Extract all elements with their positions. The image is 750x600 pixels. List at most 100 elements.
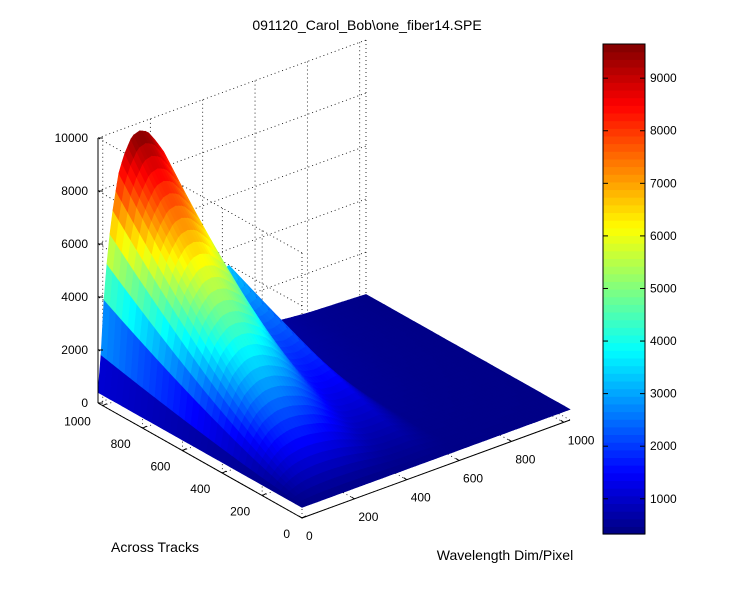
colorbar: 1000 2000 3000 4000 5000 6000 7000 8000 9000 [602,43,677,535]
colorbar-swatch [603,319,645,328]
z-tick-label: 4000 [61,290,88,304]
colorbar-swatch [603,266,645,275]
x-tick-label: 1000 [568,433,595,447]
colorbar-swatch [603,457,645,466]
colorbar-swatch [603,350,645,359]
colorbar-swatch [603,449,645,459]
colorbar-swatch [603,342,645,351]
colorbar-swatch [603,327,645,336]
colorbar-swatch [603,243,645,252]
colorbar-swatch [603,89,645,99]
colorbar-swatch [603,44,645,53]
axes [97,137,571,519]
colorbar-swatch [603,82,645,91]
y-tick-label: 0 [283,527,290,541]
colorbar-swatch [603,488,645,497]
surface-patch [560,405,571,411]
colorbar-tick-label: 1000 [650,492,677,506]
z-tick-label: 2000 [61,343,88,357]
colorbar-swatch [603,227,645,237]
x-axis [301,419,571,519]
colorbar-swatch [603,373,645,382]
x-tick-mark [351,496,355,500]
colorbar-swatch [603,128,645,137]
colorbar-swatch [603,250,645,259]
colorbar-swatch [603,51,645,60]
colorbar-tick-label: 2000 [650,439,677,453]
colorbar-tick-label: 4000 [650,334,677,348]
colorbar-swatch [603,434,645,443]
colorbar-swatch [603,235,645,244]
x-tick-label: 0 [306,529,313,543]
y-axis [97,402,303,519]
colorbar-swatch [603,503,645,512]
colorbar-tick-label: 9000 [650,71,677,85]
x-tick-mark [298,515,303,519]
colorbar-swatch [603,511,645,520]
z-tick-label: 0 [81,396,88,410]
colorbar-swatch [603,59,645,68]
colorbar-swatch [603,365,645,374]
colorbar-swatch [603,197,645,206]
y-tick-label: 400 [190,482,210,496]
colorbar-swatch [603,204,645,214]
colorbar-swatch [603,518,645,527]
colorbar-swatch [603,334,645,344]
colorbar-swatch [603,258,645,267]
tick-labels: 0200040006000800010000020040060080010000… [55,131,595,543]
colorbar-swatch [603,135,645,145]
grid-line [97,39,367,139]
z-tick-label: 6000 [61,237,88,251]
colorbar-swatch [603,380,645,390]
x-tick-label: 200 [358,510,378,524]
colorbar-swatch [603,396,645,405]
colorbar-swatch [603,357,645,367]
colorbar-frame [602,43,646,535]
colorbar-swatch [603,166,645,175]
colorbar-tick-label: 3000 [650,387,677,401]
y-tick-label: 200 [230,505,250,519]
y-tick-mark [182,448,187,452]
colorbar-swatch [603,495,645,504]
colorbar-swatch [603,442,645,451]
colorbar-swatch [603,220,645,229]
y-tick-mark [261,493,267,496]
x-axis-label: Wavelength Dim/Pixel [437,547,573,563]
y-tick-mark [301,515,307,519]
colorbar-swatch [603,74,645,83]
colorbar-swatch [603,105,645,114]
colorbar-swatch [603,388,645,397]
colorbar-swatch [603,526,645,535]
x-tick-mark [403,477,407,481]
colorbar-swatch [603,120,645,129]
colorbar-tick-label: 8000 [650,124,677,138]
colorbar-swatch [603,112,645,122]
colorbar-tick-label: 6000 [650,229,677,243]
colorbar-tick-label: 7000 [650,176,677,190]
colorbar-swatch [603,296,645,305]
x-tick-label: 600 [463,472,483,486]
y-tick-mark [142,425,147,429]
colorbar-tick-label: 5000 [650,281,677,295]
colorbar-swatch [603,158,645,168]
z-tick-label: 10000 [55,131,89,145]
y-tick-label: 600 [150,460,170,474]
colorbar-swatch [603,189,645,198]
colorbar-swatch [603,151,645,160]
colorbar-swatch [603,66,645,76]
colorbar-swatch [603,465,645,474]
y-tick-mark [222,470,227,474]
x-tick-label: 800 [515,452,535,466]
colorbar-swatch [603,426,645,436]
colorbar-swatch [603,281,645,290]
y-tick-label: 1000 [64,415,91,429]
colorbar-swatch [603,174,645,183]
y-axis-label: Across Tracks [111,539,199,555]
colorbar-swatch [603,289,645,298]
colorbar-swatch [603,419,645,428]
y-tick-mark [102,403,108,407]
colorbar-swatch [603,212,645,221]
colorbar-swatch [603,143,645,152]
z-tick-label: 8000 [61,184,88,198]
y-tick-label: 800 [111,437,131,451]
